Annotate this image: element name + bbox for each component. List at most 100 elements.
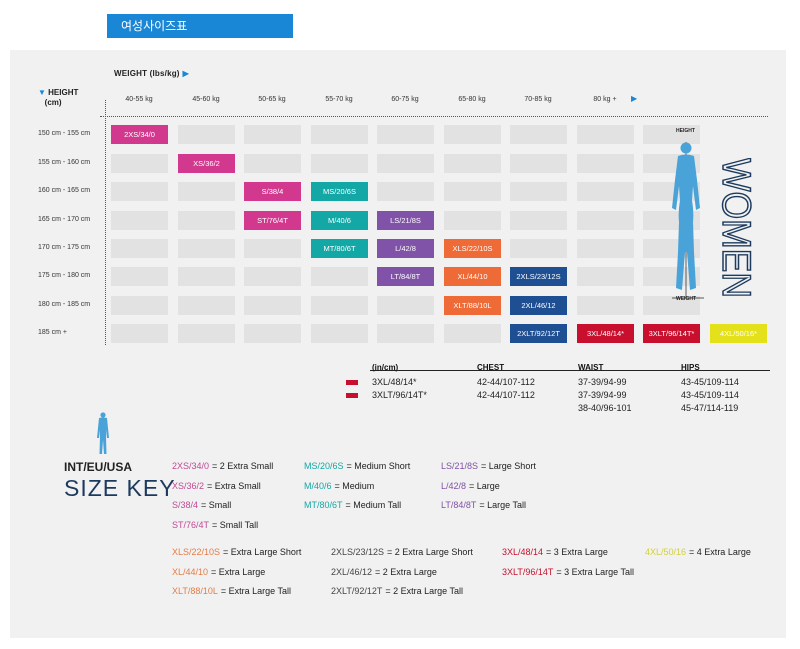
grid-cell-empty	[311, 324, 368, 343]
size-key-code: ST/76/4T	[172, 520, 210, 530]
size-key-item: 2XLS/23/12S = 2 Extra Large Short	[331, 547, 473, 557]
grid-cell-empty	[377, 125, 434, 144]
size-cell: 3XL/48/14*	[577, 324, 634, 343]
grid-cell-empty	[178, 296, 235, 315]
size-cell: 2XLT/92/12T	[510, 324, 567, 343]
size-key-code: LT/84/8T	[441, 500, 477, 510]
grid-cell-empty	[643, 125, 700, 144]
grid-cell-empty	[111, 267, 168, 286]
size-key-item: MS/20/6S = Medium Short	[304, 461, 410, 471]
grid-cell-empty	[111, 211, 168, 230]
size-key-description: = Extra Large Tall	[220, 586, 291, 596]
grid-cell-empty	[444, 154, 501, 173]
grid-cell-empty	[444, 324, 501, 343]
weight-column-header: 80 kg +	[593, 96, 617, 103]
size-cell: 2XL/46/12	[510, 296, 567, 315]
grid-cell-empty	[377, 182, 434, 201]
table-cell: 43-45/109-114	[681, 377, 739, 387]
size-cell: M/40/6	[311, 211, 368, 230]
table-cell: 37-39/94-99	[578, 377, 627, 387]
grid-cell-empty	[244, 154, 301, 173]
size-key-description: = 2 Extra Large Short	[387, 547, 473, 557]
size-cell: MT/80/6T	[311, 239, 368, 258]
size-key-description: = Large	[469, 481, 500, 491]
grid-cell-empty	[510, 211, 567, 230]
size-cell: 2XLS/23/12S	[510, 267, 567, 286]
size-cell: XLS/22/10S	[444, 239, 501, 258]
size-key-code: 2XLS/23/12S	[331, 547, 385, 557]
grid-cell-empty	[111, 239, 168, 258]
grid-cell-empty	[111, 154, 168, 173]
grid-cell-empty	[178, 267, 235, 286]
grid-cell-empty	[577, 182, 634, 201]
size-key-item: 2XLT/92/12T = 2 Extra Large Tall	[331, 586, 463, 596]
size-key-description: = 2 Extra Small	[212, 461, 274, 471]
size-key-code: 3XLT/96/14T	[502, 567, 554, 577]
size-key-subtitle: SIZE KEY	[64, 475, 176, 501]
grid-cell-empty	[244, 267, 301, 286]
size-key-item: MT/80/6T = Medium Tall	[304, 500, 401, 510]
size-key-description: = Medium Short	[346, 461, 411, 471]
size-key-description: = 2 Extra Large Tall	[385, 586, 464, 596]
size-key-description: = Medium	[334, 481, 375, 491]
size-key-code: LS/21/8S	[441, 461, 479, 471]
height-row-header: 150 cm - 155 cm	[38, 130, 91, 137]
grid-cell-empty	[444, 125, 501, 144]
weight-column-header: 50-65 kg	[258, 96, 286, 103]
size-key-code: L/42/8	[441, 481, 467, 491]
size-key-code: MT/80/6T	[304, 500, 343, 510]
height-row-header: 165 cm - 170 cm	[38, 216, 91, 223]
grid-cell-empty	[510, 182, 567, 201]
weight-column-header: 70-85 kg	[524, 96, 552, 103]
women-title: WOMEN	[713, 158, 759, 299]
grid-cell-empty	[111, 296, 168, 315]
table-header-waist: WAIST	[578, 363, 604, 372]
size-key-code: MS/20/6S	[304, 461, 344, 471]
grid-cell-empty	[311, 267, 368, 286]
size-key-code: 3XL/48/14	[502, 547, 544, 557]
size-cell: LS/21/8S	[377, 211, 434, 230]
size-key-item: 4XL/50/16 = 4 Extra Large	[645, 547, 751, 557]
woman-small-icon	[94, 412, 112, 461]
size-key-code: 2XS/34/0	[172, 461, 210, 471]
height-row-header: 175 cm - 180 cm	[38, 272, 91, 279]
size-key-code: XLT/88/10L	[172, 586, 218, 596]
grid-cell-empty	[111, 324, 168, 343]
grid-cell-empty	[178, 211, 235, 230]
grid-cell-empty	[444, 211, 501, 230]
woman-figure: HEIGHT WEIGHT	[664, 128, 716, 307]
grid-cell-empty	[577, 267, 634, 286]
size-key-item: XLT/88/10L = Extra Large Tall	[172, 586, 291, 596]
weight-marker-label: WEIGHT	[676, 296, 696, 302]
size-key-code: 4XL/50/16	[645, 547, 687, 557]
size-key-code: S/38/4	[172, 500, 199, 510]
grid-cell-empty	[577, 211, 634, 230]
weight-column-header: 40-55 kg	[125, 96, 153, 103]
svg-text:WOMEN: WOMEN	[714, 158, 758, 298]
grid-cell-empty	[244, 296, 301, 315]
weight-column-header: 60-75 kg	[391, 96, 419, 103]
grid-cell-empty	[577, 154, 634, 173]
size-key-item: ST/76/4T = Small Tall	[172, 520, 258, 530]
table-header-hips: HIPS	[681, 363, 700, 372]
color-swatch	[346, 393, 358, 398]
weight-column-header: 55-70 kg	[325, 96, 353, 103]
size-key-description: = Large Short	[481, 461, 536, 471]
table-cell: 38-40/96-101	[578, 403, 632, 413]
arrow-right-icon: ▶	[631, 94, 638, 103]
axis-divider-vertical	[105, 100, 106, 345]
size-key-item: 2XL/46/12 = 2 Extra Large	[331, 567, 437, 577]
grid-cell-empty	[311, 154, 368, 173]
table-cell: 3XLT/96/14T*	[372, 390, 427, 400]
size-key-code: XS/36/2	[172, 481, 205, 491]
grid-cell-empty	[178, 182, 235, 201]
size-cell: XLT/88/10L	[444, 296, 501, 315]
grid-cell-empty	[510, 125, 567, 144]
grid-cell-empty	[377, 154, 434, 173]
size-chart-panel	[10, 50, 786, 638]
height-marker-label: HEIGHT	[676, 128, 695, 134]
size-cell: L/42/8	[377, 239, 434, 258]
size-key-description: = 4 Extra Large	[689, 547, 751, 557]
size-key-code: XLS/22/10S	[172, 547, 221, 557]
grid-cell-empty	[577, 239, 634, 258]
